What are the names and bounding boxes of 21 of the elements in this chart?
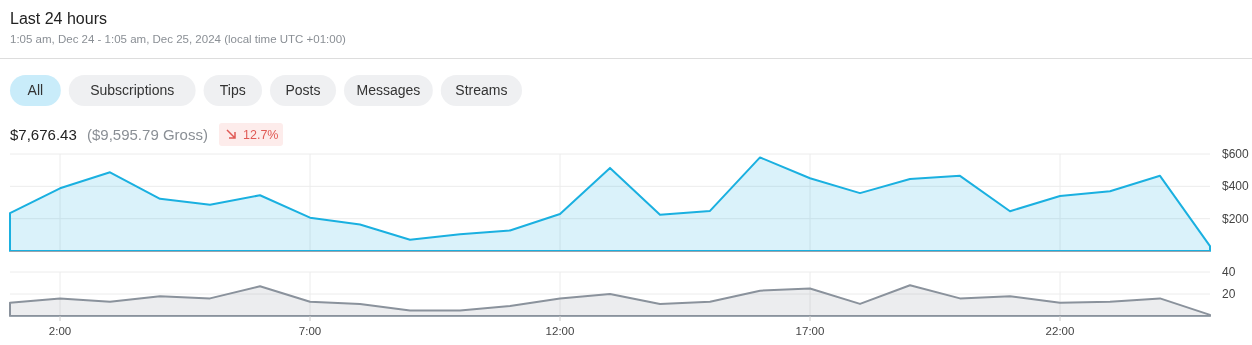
text: Tips (219, 82, 246, 98)
x-tick-label: 17:00 (795, 325, 825, 337)
y-tick-label: $400 (1222, 179, 1250, 194)
text: 12.7% (243, 128, 279, 142)
y-tick-label: 40 (1222, 265, 1236, 279)
y-tick-label: 20 (1222, 287, 1236, 301)
y-tick-label: $200 (1222, 211, 1250, 226)
text: Subscriptions (90, 82, 175, 98)
y-tick-label: $600 (1222, 147, 1250, 161)
x-tick-label: 7:00 (298, 325, 322, 337)
text: 1:05 am, Dec 24 - 1:05 am, Dec 25, 2024 (local time UTC +01:00) (10, 33, 347, 45)
text: ($9,595.79 Gross) (87, 126, 208, 143)
x-tick-label: 12:00 (545, 325, 575, 337)
x-tick-label: 22:00 (1045, 325, 1075, 337)
text: Last 24 hours (10, 10, 107, 27)
text: $7,676.43 (10, 126, 77, 143)
text: All (27, 82, 44, 98)
text: Streams (455, 82, 508, 98)
x-tick-label: 2:00 (48, 325, 72, 337)
text: Posts (285, 82, 321, 98)
text: Messages (356, 82, 421, 98)
